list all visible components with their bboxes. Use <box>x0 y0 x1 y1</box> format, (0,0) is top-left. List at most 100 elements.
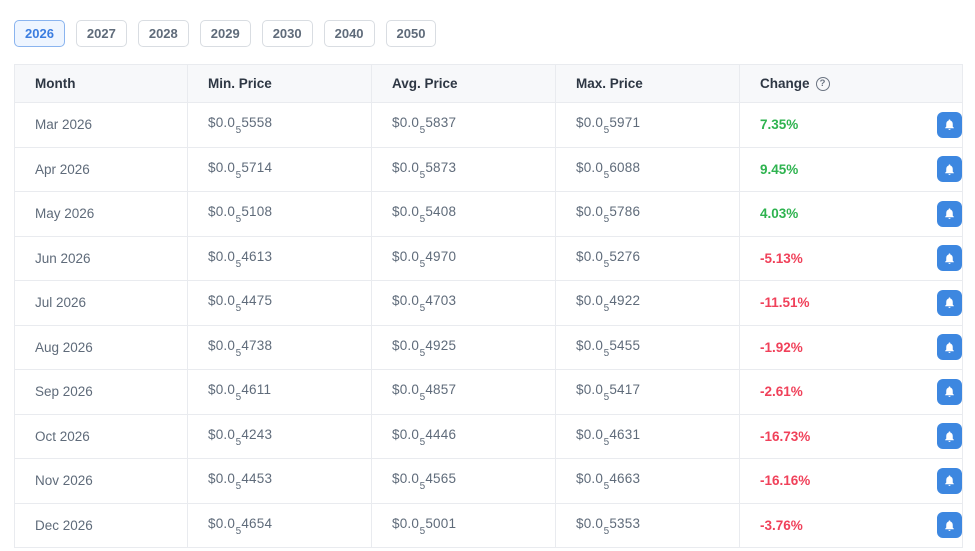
price-prefix: $0.0 <box>208 204 236 220</box>
change-value: -11.51% <box>760 295 810 311</box>
price-digits: 5276 <box>609 248 641 264</box>
price-prefix: $0.0 <box>392 426 420 442</box>
price-alert-button[interactable] <box>937 111 962 138</box>
month-cell: Dec 2026 <box>14 502 188 548</box>
change-value: 9.45% <box>760 161 799 177</box>
price-digits: 5001 <box>425 515 457 531</box>
month-cell: Jul 2026 <box>14 280 188 326</box>
col-header-min: Min. Price <box>187 64 372 103</box>
price-prefix: $0.0 <box>576 515 604 531</box>
year-tab-2030[interactable]: 2030 <box>261 20 313 47</box>
change-cell: 7.35% <box>739 102 963 148</box>
min-price-cell: $0.055108 <box>187 191 372 237</box>
bell-icon <box>945 119 954 131</box>
min-price-cell: $0.054611 <box>187 369 372 415</box>
year-tab-2050[interactable]: 2050 <box>385 20 437 47</box>
change-value: -1.92% <box>760 339 803 355</box>
change-cell: -1.92% <box>739 324 963 370</box>
price-alert-button[interactable] <box>937 245 962 272</box>
table-row: Dec 2026 $0.054654 $0.055001 $0.055353 -… <box>14 502 963 548</box>
price-digits: 4857 <box>425 382 457 398</box>
max-price-cell: $0.056088 <box>555 146 740 192</box>
price-alert-button[interactable] <box>937 156 962 183</box>
table-row: Nov 2026 $0.054453 $0.054565 $0.054663 -… <box>14 458 963 504</box>
month-cell: Apr 2026 <box>14 146 188 192</box>
price-digits: 4475 <box>241 293 273 309</box>
price-subscript: 5 <box>419 481 426 493</box>
table-row: Sep 2026 $0.054611 $0.054857 $0.055417 -… <box>14 369 963 415</box>
price-digits: 4925 <box>425 337 457 353</box>
change-value: -16.16% <box>760 473 811 489</box>
year-tab-2026[interactable]: 2026 <box>14 20 65 47</box>
price-alert-button[interactable] <box>937 512 962 539</box>
bell-icon <box>945 386 954 398</box>
help-icon[interactable]: ? <box>815 76 830 91</box>
bell-icon <box>945 475 954 487</box>
max-price-cell: $0.055455 <box>555 324 740 370</box>
price-subscript: 5 <box>603 436 610 448</box>
price-prefix: $0.0 <box>392 115 420 131</box>
avg-price-cell: $0.054970 <box>371 235 556 281</box>
year-tab-2027[interactable]: 2027 <box>75 20 127 47</box>
bell-icon <box>945 297 954 309</box>
price-alert-button[interactable] <box>937 378 962 405</box>
price-alert-button[interactable] <box>937 334 962 361</box>
month-cell: Mar 2026 <box>14 102 188 148</box>
year-tab-2028[interactable]: 2028 <box>137 20 189 47</box>
price-prefix: $0.0 <box>576 248 604 264</box>
table-row: Apr 2026 $0.055714 $0.055873 $0.056088 9… <box>14 146 963 192</box>
price-subscript: 5 <box>419 392 426 404</box>
month-cell: Oct 2026 <box>14 413 188 459</box>
year-tab-2040[interactable]: 2040 <box>323 20 375 47</box>
price-alert-button[interactable] <box>937 467 962 494</box>
price-prefix: $0.0 <box>208 382 236 398</box>
avg-price-cell: $0.054446 <box>371 413 556 459</box>
col-header-change: Change ? <box>739 64 963 103</box>
bell-icon <box>945 431 954 442</box>
col-header-avg: Avg. Price <box>371 64 556 103</box>
bell-icon <box>945 520 954 531</box>
max-price-cell: $0.054631 <box>555 413 740 459</box>
price-alert-button[interactable] <box>937 200 962 227</box>
price-subscript: 5 <box>419 125 426 137</box>
table-row: Jun 2026 $0.054613 $0.054970 $0.055276 -… <box>14 235 963 281</box>
price-prefix: $0.0 <box>576 471 604 487</box>
price-prefix: $0.0 <box>576 115 604 131</box>
change-cell: 9.45% <box>739 146 963 192</box>
price-digits: 5714 <box>241 159 273 175</box>
price-digits: 4453 <box>241 471 273 487</box>
min-price-cell: $0.055714 <box>187 146 372 192</box>
max-price-cell: $0.055276 <box>555 235 740 281</box>
year-tab-2029[interactable]: 2029 <box>199 20 251 47</box>
change-value: -3.76% <box>760 517 803 533</box>
min-price-cell: $0.054453 <box>187 458 372 504</box>
price-subscript: 5 <box>603 303 610 315</box>
price-prefix: $0.0 <box>392 471 420 487</box>
price-subscript: 5 <box>419 525 426 537</box>
price-prefix: $0.0 <box>392 159 420 175</box>
price-subscript: 5 <box>235 525 242 537</box>
price-subscript: 5 <box>603 392 610 404</box>
price-digits: 4613 <box>241 248 273 264</box>
max-price-cell: $0.055417 <box>555 369 740 415</box>
price-digits: 4446 <box>425 426 457 442</box>
price-subscript: 5 <box>235 169 242 181</box>
table-row: Aug 2026 $0.054738 $0.054925 $0.055455 -… <box>14 324 963 370</box>
price-prefix: $0.0 <box>576 293 604 309</box>
price-subscript: 5 <box>235 258 242 270</box>
price-subscript: 5 <box>603 258 610 270</box>
price-subscript: 5 <box>603 169 610 181</box>
change-cell: -2.61% <box>739 369 963 415</box>
price-digits: 4703 <box>425 293 457 309</box>
month-cell: Aug 2026 <box>14 324 188 370</box>
price-alert-button[interactable] <box>937 289 962 316</box>
price-subscript: 5 <box>603 347 610 359</box>
price-digits: 4922 <box>609 293 641 309</box>
price-digits: 5455 <box>609 337 641 353</box>
price-subscript: 5 <box>235 303 242 315</box>
price-subscript: 5 <box>419 258 426 270</box>
price-subscript: 5 <box>419 436 426 448</box>
price-alert-button[interactable] <box>937 423 962 450</box>
price-subscript: 5 <box>235 347 242 359</box>
price-subscript: 5 <box>603 125 610 137</box>
